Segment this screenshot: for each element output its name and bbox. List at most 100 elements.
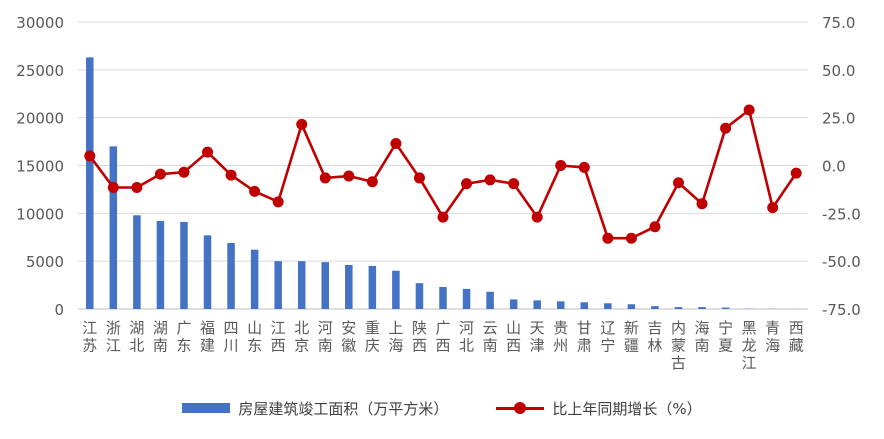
category-label: 四川 xyxy=(224,319,239,355)
point-贵州 xyxy=(555,160,567,171)
point-广东 xyxy=(178,166,190,178)
category-labels: 江苏浙江湖北湖南广东福建四川山东江西北京河南安徽重庆上海陕西广西河北云南山西天津… xyxy=(82,319,803,372)
bar-内蒙古 xyxy=(674,307,683,309)
category-label: 浙江 xyxy=(106,319,121,355)
bar-吉林 xyxy=(651,306,659,309)
category-label: 天津 xyxy=(530,319,545,355)
category-label: 内蒙古 xyxy=(671,319,686,372)
right-tick-label: -75.0 xyxy=(822,301,861,319)
category-label: 新疆 xyxy=(624,319,639,355)
bar-贵州 xyxy=(556,301,565,309)
category-label: 西藏 xyxy=(789,319,804,355)
bar-湖南 xyxy=(156,220,165,309)
category-label: 宁夏 xyxy=(718,319,733,355)
bar-广西 xyxy=(439,286,447,309)
bar-重庆 xyxy=(368,265,377,309)
bar-浙江 xyxy=(109,146,118,309)
bar-江苏 xyxy=(86,57,94,309)
point-甘肃 xyxy=(578,161,590,173)
right-tick-label: 75.0 xyxy=(822,14,855,32)
category-label: 重庆 xyxy=(365,319,380,355)
right-tick-label: 0.0 xyxy=(822,158,846,176)
left-axis-ticks: 0 5000 10000 15000 20000 25000 30000 xyxy=(16,14,64,319)
point-云南 xyxy=(484,174,496,186)
bar-河北 xyxy=(462,288,471,309)
point-江西 xyxy=(272,196,284,208)
point-青海 xyxy=(767,202,779,214)
bar-山西 xyxy=(509,299,518,309)
bar-series xyxy=(86,57,800,309)
point-安徽 xyxy=(343,170,355,182)
point-浙江 xyxy=(107,182,119,194)
point-新疆 xyxy=(625,232,637,244)
bar-上海 xyxy=(392,270,400,309)
point-广西 xyxy=(437,211,449,223)
bar-海南 xyxy=(698,307,706,309)
category-label: 贵州 xyxy=(553,319,568,355)
point-重庆 xyxy=(366,176,378,188)
point-陕西 xyxy=(413,172,425,184)
category-label: 吉林 xyxy=(647,319,662,355)
category-label: 江西 xyxy=(271,319,286,355)
bar-安徽 xyxy=(345,264,353,309)
point-辽宁 xyxy=(602,232,614,244)
bar-陕西 xyxy=(415,283,424,309)
right-tick-label: -25.0 xyxy=(822,205,861,223)
category-label: 河北 xyxy=(459,319,474,355)
point-山东 xyxy=(249,185,261,197)
category-label: 青海 xyxy=(765,319,780,355)
right-tick-label: 50.0 xyxy=(822,62,855,80)
point-湖南 xyxy=(154,168,166,180)
bar-甘肃 xyxy=(580,302,589,309)
category-label: 湖南 xyxy=(153,319,168,355)
category-label: 山东 xyxy=(247,319,262,355)
category-label: 上海 xyxy=(388,319,403,355)
bar-宁夏 xyxy=(721,307,730,309)
bar-四川 xyxy=(227,242,235,309)
category-label: 北京 xyxy=(294,319,309,355)
category-label: 云南 xyxy=(483,319,498,355)
point-北京 xyxy=(296,118,308,130)
right-tick-label: 25.0 xyxy=(822,110,855,128)
left-tick-label: 5000 xyxy=(26,253,64,271)
category-label: 辽宁 xyxy=(600,319,615,355)
bar-湖北 xyxy=(133,215,141,309)
bar-辽宁 xyxy=(604,303,612,309)
bar-广东 xyxy=(180,221,188,309)
bar-河南 xyxy=(321,262,330,309)
point-黑龙江 xyxy=(743,104,755,116)
legend-item-growth: 比上年同期增长（%） xyxy=(496,398,702,419)
point-西藏 xyxy=(790,167,802,179)
line-series xyxy=(84,104,802,244)
legend-item-area: 房屋建筑竣工面积（万平方米） xyxy=(182,398,448,419)
bar-云南 xyxy=(486,291,494,309)
point-吉林 xyxy=(649,221,661,233)
category-label: 湖北 xyxy=(129,319,144,355)
bar-福建 xyxy=(203,235,212,309)
left-tick-label: 0 xyxy=(54,301,64,319)
category-label: 山西 xyxy=(506,319,521,355)
category-label: 福建 xyxy=(200,319,215,355)
left-tick-label: 30000 xyxy=(16,14,64,32)
category-label: 陕西 xyxy=(412,319,427,355)
point-河北 xyxy=(461,178,473,190)
point-上海 xyxy=(390,137,402,149)
category-label: 黑龙江 xyxy=(742,319,757,372)
point-天津 xyxy=(531,211,543,223)
left-tick-label: 20000 xyxy=(16,110,64,128)
point-福建 xyxy=(202,146,214,158)
point-山西 xyxy=(508,178,520,190)
bar-北京 xyxy=(297,261,306,309)
bar-山东 xyxy=(250,249,259,309)
right-axis-ticks: -75.0 -50.0 -25.0 0.0 25.0 50.0 75.0 xyxy=(822,14,861,319)
point-海南 xyxy=(696,198,708,210)
bar-新疆 xyxy=(627,304,636,309)
left-tick-label: 15000 xyxy=(16,158,64,176)
point-湖北 xyxy=(131,182,143,194)
legend-label-growth: 比上年同期增长（%） xyxy=(552,399,702,418)
legend-line-swatch xyxy=(496,401,545,415)
point-宁夏 xyxy=(720,122,732,134)
category-label: 河南 xyxy=(318,319,333,355)
bar-江西 xyxy=(274,261,282,309)
